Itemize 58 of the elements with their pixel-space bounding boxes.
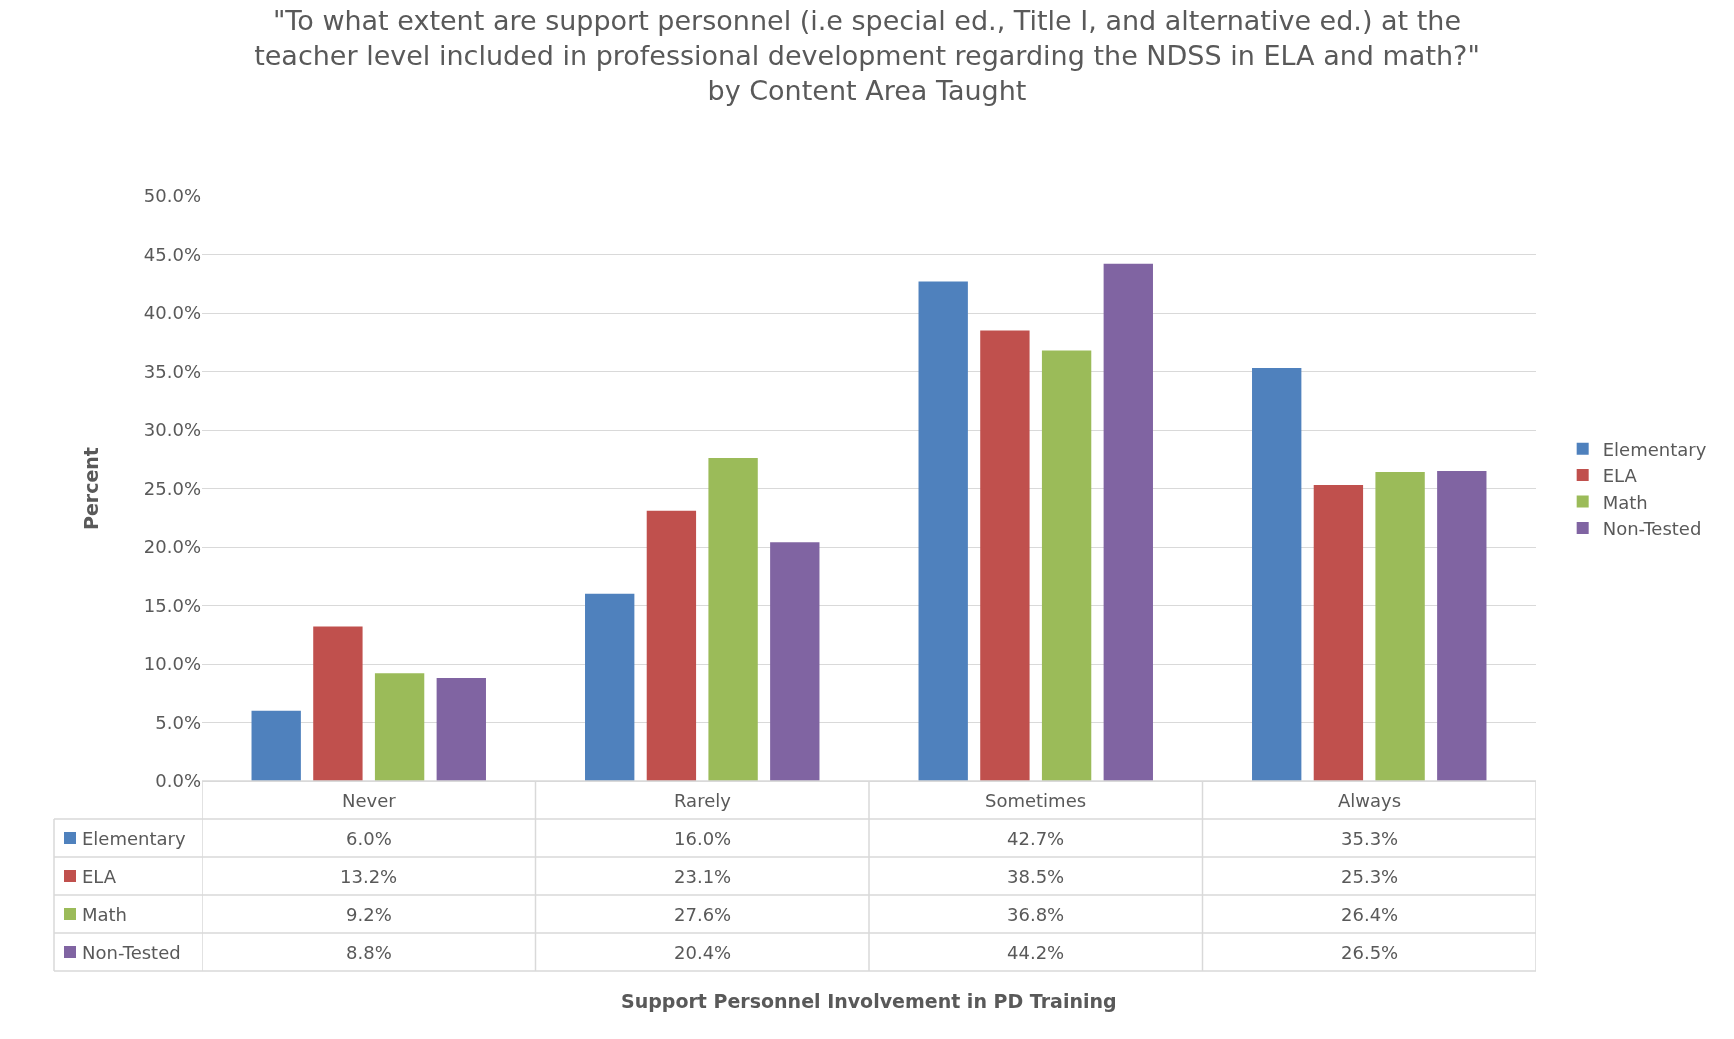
data-label: 38.5% [1007, 866, 1065, 887]
data-label: 6.0% [346, 828, 392, 849]
data-label: 36.8% [1007, 904, 1065, 925]
y-tick-label: 0.0% [155, 770, 201, 792]
data-label: 23.1% [674, 866, 732, 887]
legend-label: Elementary [82, 828, 186, 849]
data-label: 20.4% [674, 942, 732, 963]
y-tick-label: 50.0% [143, 185, 201, 207]
y-tick-label: 45.0% [143, 243, 201, 265]
bar [1041, 350, 1092, 781]
text: ELA [1602, 465, 1637, 487]
data-label: 26.4% [1341, 904, 1399, 925]
y-axis-title: Percent [79, 447, 102, 530]
bar [918, 281, 968, 781]
data-label: 16.0% [674, 828, 732, 849]
chart-title: "To what extent are support personnel (i.e special ed., Title I, and alternative ed.) at the teacher level included in professional development regarding the NDSS in ELA and math?" by Content Area Taught [254, 5, 1480, 107]
x-tick-label: Sometimes [985, 790, 1087, 811]
y-tick-label: 20.0% [143, 536, 201, 558]
bar [374, 673, 425, 781]
y-tick-label: 35.0% [143, 360, 201, 382]
bar [708, 458, 758, 781]
x-tick-label: Always [1338, 790, 1402, 811]
bar [1252, 367, 1302, 781]
x-tick-label: Rarely [674, 790, 732, 811]
y-tick-label: 30.0% [143, 419, 201, 441]
bar [1103, 263, 1153, 781]
data-label: 13.2% [340, 866, 398, 887]
bar [770, 542, 820, 781]
data-label: 44.2% [1007, 942, 1065, 963]
bar [585, 593, 635, 781]
bar [313, 626, 363, 781]
bar [1375, 472, 1425, 781]
bar [1313, 484, 1364, 781]
text: Elementary [1602, 438, 1707, 460]
data-label: 27.6% [674, 904, 732, 925]
bar [436, 678, 486, 781]
y-tick-label: 25.0% [143, 477, 201, 499]
text: Support Personnel Involvement in PD Training [621, 990, 1117, 1012]
legend-label: ELA [82, 866, 117, 887]
legend-label: Math [1602, 491, 1648, 513]
bar [980, 330, 1030, 781]
y-tick-label: 5.0% [155, 711, 201, 733]
text: Math [82, 904, 128, 925]
legend-label: Non-Tested [1602, 517, 1702, 539]
data-label: 9.2% [346, 904, 392, 925]
data-label: 25.3% [1341, 866, 1399, 887]
y-tick-label: 10.0% [143, 653, 201, 675]
x-tick-label: Never [342, 790, 397, 811]
bar [251, 710, 301, 781]
data-label: 35.3% [1341, 828, 1399, 849]
y-tick-label: 40.0% [143, 302, 201, 324]
data-label: 26.5% [1341, 942, 1399, 963]
y-tick-label: 15.0% [143, 594, 201, 616]
bar [1437, 470, 1487, 781]
data-label: 42.7% [1007, 828, 1065, 849]
bar [646, 510, 697, 781]
data-label: 8.8% [346, 942, 392, 963]
text: Non-Tested [82, 942, 181, 963]
